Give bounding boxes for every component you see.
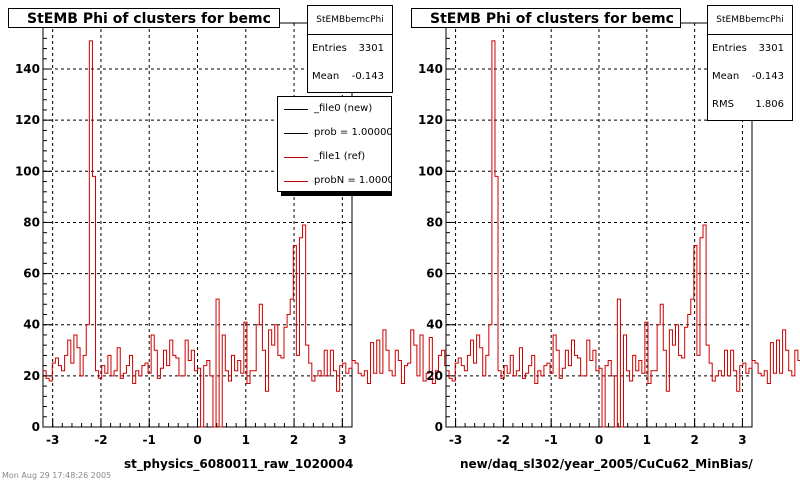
left-stats-row-mean: Mean -0.143 <box>308 63 392 91</box>
left-stats-mean-value: -0.143 <box>351 71 384 82</box>
right-stats-mean-value: -0.143 <box>751 71 784 82</box>
legend-line <box>284 109 308 110</box>
left-x-tick-label: 2 <box>290 433 298 447</box>
right-x-axis-label: new/daq_sl302/year_2005/CuCu62_MinBias/ <box>460 457 753 471</box>
right-stats-entries-key: Entries <box>712 43 747 54</box>
legend-label: _file0 (new) <box>314 103 373 114</box>
legend-entry: _file1 (ref) <box>278 145 391 169</box>
right-x-tick-label: 3 <box>738 433 746 447</box>
left-stats-entries-key: Entries <box>312 43 347 54</box>
left-x-tick-label: 3 <box>338 433 346 447</box>
left-stats-entries-value: 3301 <box>358 43 384 54</box>
left-legend: _file0 (new) prob = 1.000000 _file1 (ref… <box>277 96 392 192</box>
right-x-tick-label: 0 <box>595 433 603 447</box>
legend-line <box>284 133 308 134</box>
left-y-tick-label: 80 <box>23 215 40 229</box>
left-x-tick-label: -1 <box>143 433 156 447</box>
right-y-tick-label: 60 <box>426 267 443 281</box>
right-histogram-series <box>446 40 800 428</box>
legend-entry: probN = 1.000000 <box>278 169 391 191</box>
right-y-tick-label: 20 <box>426 369 443 383</box>
left-x-axis-label: st_physics_6080011_raw_1020004 <box>124 457 354 471</box>
left-y-tick-label: 40 <box>23 318 40 332</box>
legend-label: _file1 (ref) <box>314 151 366 162</box>
right-stats-rms-key: RMS <box>712 99 734 110</box>
legend-entry: prob = 1.000000 <box>278 121 391 145</box>
right-y-tick-label: 140 <box>418 62 443 76</box>
left-x-tick-label: -3 <box>46 433 59 447</box>
left-x-tick-label: 0 <box>193 433 201 447</box>
legend-line <box>284 181 308 182</box>
right-x-tick-label: -2 <box>497 433 510 447</box>
right-x-tick-label: 2 <box>690 433 698 447</box>
legend-line <box>284 157 308 158</box>
right-y-tick-label: 80 <box>426 215 443 229</box>
right-stats-row-entries: Entries 3301 <box>708 35 792 63</box>
right-x-tick-label: -3 <box>449 433 462 447</box>
right-stats-box: StEMBbemcPhi Entries 3301 Mean -0.143 RM… <box>707 5 793 121</box>
left-y-tick-label: 120 <box>15 113 40 127</box>
left-y-tick-label: 140 <box>15 62 40 76</box>
right-stats-row-rms: RMS 1.806 <box>708 91 792 119</box>
left-x-tick-label: -2 <box>94 433 107 447</box>
left-stats-mean-key: Mean <box>312 71 340 82</box>
legend-label: prob = 1.000000 <box>314 127 392 138</box>
right-stats-row-mean: Mean -0.143 <box>708 63 792 91</box>
left-stats-row-entries: Entries 3301 <box>308 35 392 63</box>
right-y-tick-label: 100 <box>418 164 443 178</box>
right-stats-mean-key: Mean <box>712 71 740 82</box>
right-x-tick-label: 1 <box>643 433 651 447</box>
footer-timestamp: Mon Aug 29 17:48:26 2005 <box>2 471 112 480</box>
left-x-tick-label: 1 <box>242 433 250 447</box>
left-stats-box: StEMBbemcPhi Entries 3301 Mean -0.143 <box>307 5 393 93</box>
legend-label: probN = 1.000000 <box>314 175 391 186</box>
right-y-tick-label: 120 <box>418 113 443 127</box>
left-chart-title: StEMB Phi of clusters for bemc <box>8 8 280 28</box>
right-x-tick-label: -1 <box>545 433 558 447</box>
right-y-tick-label: 0 <box>435 420 443 434</box>
left-y-tick-label: 20 <box>23 369 40 383</box>
legend-entry: _file0 (new) <box>278 97 391 121</box>
right-y-tick-label: 40 <box>426 318 443 332</box>
right-stats-header: StEMBbemcPhi <box>708 6 792 35</box>
right-stats-rms-value: 1.806 <box>755 99 784 110</box>
left-y-tick-label: 60 <box>23 267 40 281</box>
left-y-tick-label: 100 <box>15 164 40 178</box>
legend-shadow <box>281 192 392 196</box>
right-stats-entries-value: 3301 <box>758 43 784 54</box>
left-y-tick-label: 0 <box>32 420 40 434</box>
left-stats-header: StEMBbemcPhi <box>308 6 392 35</box>
right-chart-title: StEMB Phi of clusters for bemc <box>411 8 681 28</box>
